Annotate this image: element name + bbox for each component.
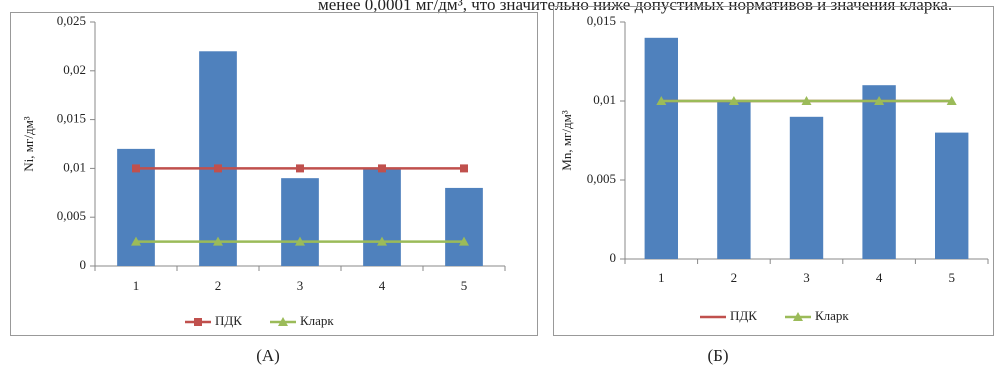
line-marker: [377, 236, 387, 246]
x-tick-label: 3: [297, 278, 304, 293]
bar: [644, 37, 678, 259]
y-tick-label: 0: [80, 257, 87, 272]
x-tick-label: 5: [948, 270, 955, 285]
line-marker: [728, 96, 739, 105]
line-marker: [132, 164, 140, 173]
bar: [862, 85, 896, 259]
x-tick-label: 3: [803, 270, 810, 285]
y-tick-label: 0,005: [587, 171, 616, 186]
y-tick-label: 0,015: [57, 111, 86, 126]
y-axis-label: Mn, мг/дм³: [559, 110, 574, 171]
legend-label: Кларк: [815, 308, 849, 323]
x-tick-label: 2: [731, 270, 738, 285]
y-tick-label: 0,01: [63, 159, 86, 174]
line-marker: [946, 96, 957, 105]
legend-label: Кларк: [300, 313, 334, 328]
caption: (А): [256, 346, 280, 365]
x-tick-label: 1: [133, 278, 140, 293]
x-tick-label: 2: [215, 278, 222, 293]
y-tick-label: 0,025: [57, 13, 86, 28]
line-marker: [296, 164, 304, 173]
legend-marker: [793, 312, 803, 321]
x-tick-label: 4: [876, 270, 883, 285]
line-marker: [874, 96, 885, 105]
y-tick-label: 0: [610, 250, 617, 265]
bar: [445, 187, 483, 266]
y-tick-label: 0,01: [593, 92, 616, 107]
line-marker: [295, 236, 305, 246]
y-tick-label: 0,02: [63, 62, 86, 77]
legend-marker: [278, 317, 288, 326]
chart-frame: [553, 6, 994, 336]
bar: [789, 116, 824, 259]
legend-marker: [194, 318, 202, 326]
line-marker: [213, 236, 223, 246]
line-marker: [459, 236, 469, 246]
line-marker: [214, 164, 222, 173]
y-tick-label: 0,005: [57, 208, 86, 223]
line-marker: [131, 236, 141, 246]
y-axis-label: Ni, мг/дм³: [21, 116, 36, 172]
bar: [717, 101, 751, 259]
legend-label: ПДК: [215, 313, 242, 328]
bar: [199, 51, 237, 266]
x-tick-label: 4: [379, 278, 386, 293]
chart-frame: [10, 12, 538, 336]
line-marker: [460, 164, 468, 173]
line-marker: [801, 96, 812, 105]
y-tick-label: 0,015: [587, 13, 616, 28]
line-marker: [656, 96, 667, 105]
caption: (Б): [707, 346, 728, 365]
bar: [281, 178, 319, 266]
x-tick-label: 1: [658, 270, 665, 285]
bar: [363, 168, 401, 266]
line-marker: [378, 164, 386, 173]
legend-label: ПДК: [730, 308, 757, 323]
x-tick-label: 5: [461, 278, 468, 293]
bar: [935, 132, 969, 259]
